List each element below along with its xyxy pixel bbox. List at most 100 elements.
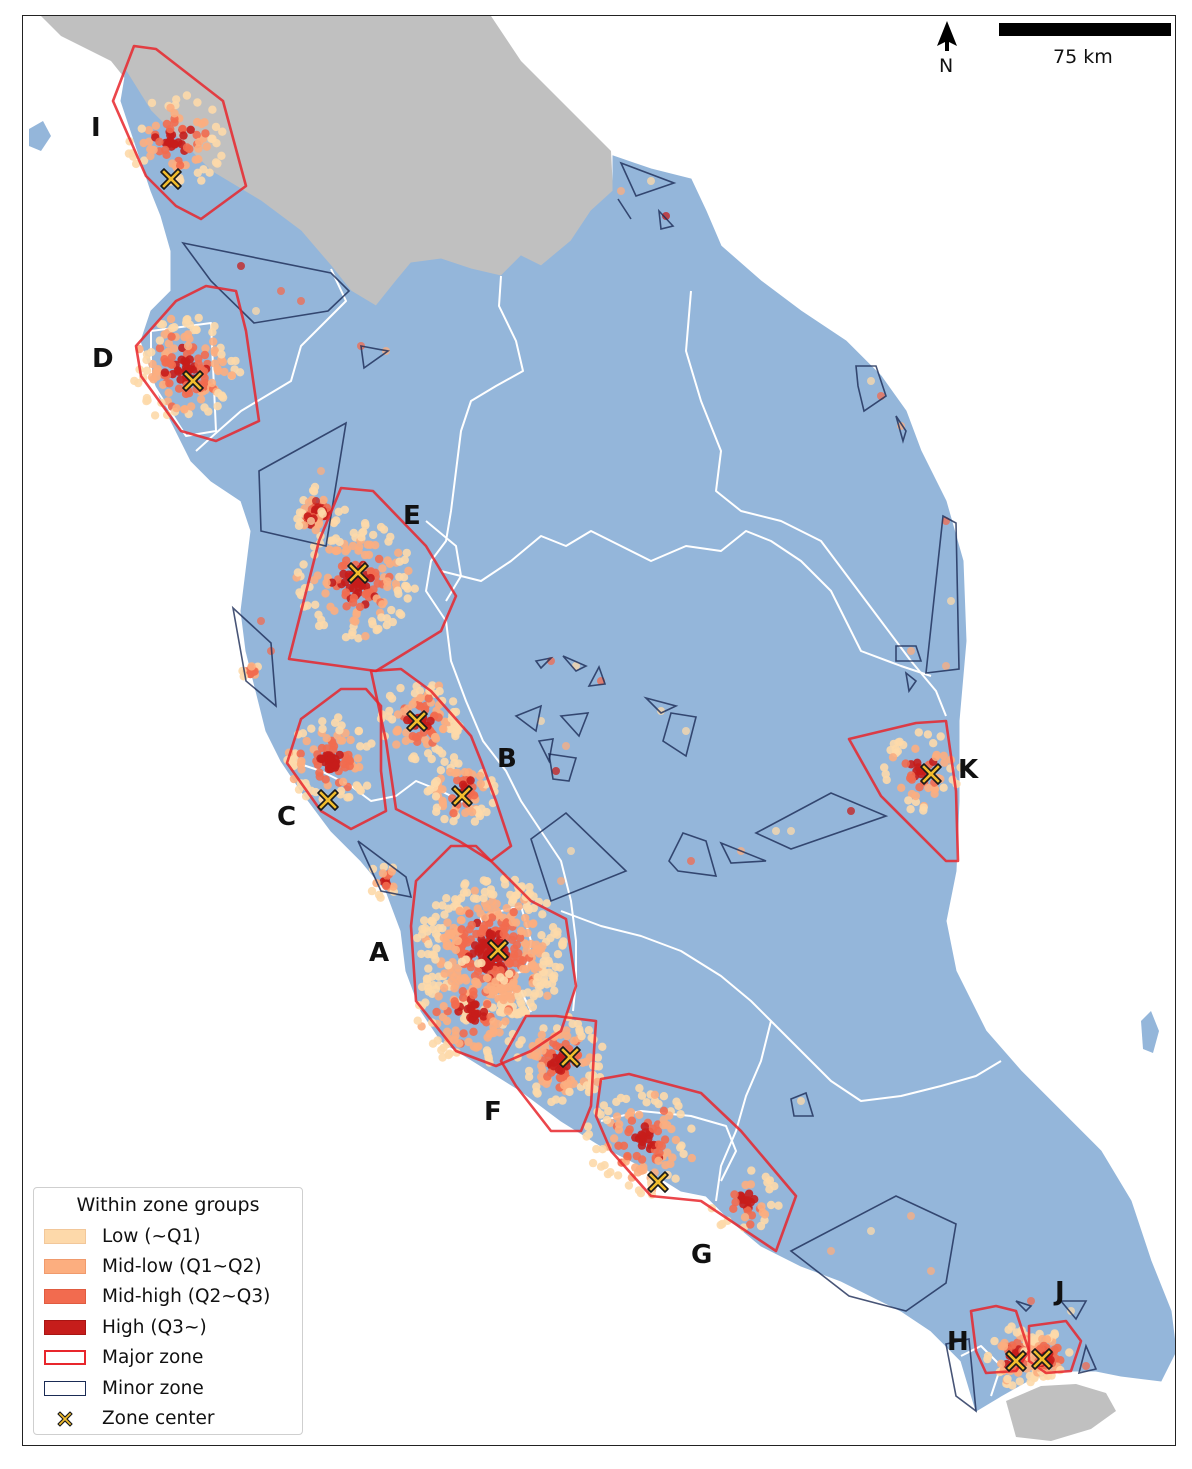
minor-zone-outline [357, 840, 413, 899]
minor-zone-outline [925, 514, 960, 674]
population-dot [939, 783, 948, 792]
population-dot [356, 742, 365, 751]
population-dot [827, 1247, 835, 1255]
population-dot [482, 807, 491, 817]
population-dot [514, 902, 523, 911]
population-dot [539, 960, 548, 969]
population-dot [419, 728, 428, 737]
population-dot [917, 769, 926, 779]
population-dot [555, 1053, 564, 1063]
minor-zone-outline [662, 712, 697, 758]
population-dot [421, 735, 430, 745]
population-dot [603, 1169, 613, 1179]
population-dot [470, 886, 479, 895]
population-dot [185, 334, 194, 343]
population-dot [741, 1180, 750, 1190]
population-dot [640, 1122, 649, 1131]
population-dot [428, 924, 437, 934]
population-dot [469, 987, 478, 996]
population-dot [318, 717, 327, 726]
population-dot [200, 350, 210, 360]
population-dot [331, 546, 341, 556]
population-dot [144, 137, 154, 146]
population-dot [449, 809, 458, 818]
population-dot [374, 554, 384, 564]
population-dot [174, 367, 183, 376]
population-dot [201, 344, 210, 353]
population-dot [379, 862, 388, 872]
population-dot [142, 366, 152, 375]
population-dot [417, 949, 426, 959]
population-dot [147, 98, 157, 108]
population-dot [335, 537, 344, 547]
population-dot [660, 1135, 670, 1144]
population-dot [501, 1017, 510, 1026]
population-dot [213, 402, 222, 411]
population-dot [911, 797, 921, 807]
minor-zone-outline [617, 198, 632, 220]
population-dot [637, 1155, 647, 1164]
population-dot [451, 768, 460, 778]
population-dot [325, 545, 334, 554]
population-dot [387, 605, 396, 615]
population-dot [556, 1066, 566, 1075]
population-dot [457, 957, 467, 966]
population-dot [318, 724, 327, 734]
minor-zone-outline [895, 645, 923, 662]
population-dot [1008, 1381, 1017, 1390]
population-dot [403, 584, 412, 593]
population-dot [454, 963, 463, 972]
minor-zone-outline [719, 841, 767, 864]
population-dot [144, 126, 154, 135]
population-dot [637, 1141, 647, 1150]
population-dot [648, 1124, 658, 1133]
north-label: N [939, 55, 953, 77]
population-dot [378, 564, 387, 573]
population-dot [598, 1145, 607, 1154]
population-dot [1082, 1362, 1090, 1370]
population-dot [600, 1161, 609, 1170]
population-dot [353, 754, 363, 763]
population-dot [393, 725, 402, 734]
minor-zone-outline [790, 1091, 815, 1117]
population-dot [797, 1097, 805, 1105]
population-dot [327, 753, 336, 763]
zone-labels: I D E C B A F G H J K [91, 113, 1065, 1357]
population-dot [345, 755, 354, 764]
population-dot [426, 716, 435, 726]
population-dot [526, 998, 535, 1008]
population-dot [573, 1019, 583, 1028]
population-dot [399, 573, 409, 582]
population-dot [907, 647, 915, 655]
legend-label-mid-high: Mid-high (Q2~Q3) [102, 1286, 271, 1308]
legend-item-minor-zone: Minor zone [44, 1373, 292, 1403]
population-dot [483, 985, 492, 994]
population-dot [345, 761, 354, 771]
population-dot [378, 600, 387, 609]
population-dot [443, 1027, 452, 1036]
map-canvas[interactable]: I D E C B A F G H J K N 75 km [23, 16, 1176, 1446]
population-dot [899, 740, 908, 750]
population-dot [307, 517, 315, 525]
population-dot [538, 910, 547, 919]
population-dot [508, 917, 517, 927]
population-dot [297, 765, 306, 774]
population-dot [499, 995, 508, 1005]
population-dot [482, 877, 492, 886]
population-dot [480, 913, 490, 922]
zone-center-marker [559, 1046, 581, 1068]
population-dot [439, 724, 448, 734]
population-dot [674, 1101, 683, 1111]
zone-label-d: D [92, 344, 114, 374]
north-arrow-icon [937, 21, 957, 46]
population-dot [524, 1072, 534, 1082]
population-dot [524, 903, 533, 913]
population-dot [355, 762, 364, 772]
legend-swatch-minor-zone [44, 1380, 86, 1396]
zone-label-c: C [277, 802, 296, 832]
population-dot [627, 1116, 637, 1125]
population-dot [420, 916, 429, 925]
minor-zones [181, 161, 1098, 1413]
population-dot [1067, 1307, 1075, 1315]
scale-bar-line [999, 23, 1171, 36]
